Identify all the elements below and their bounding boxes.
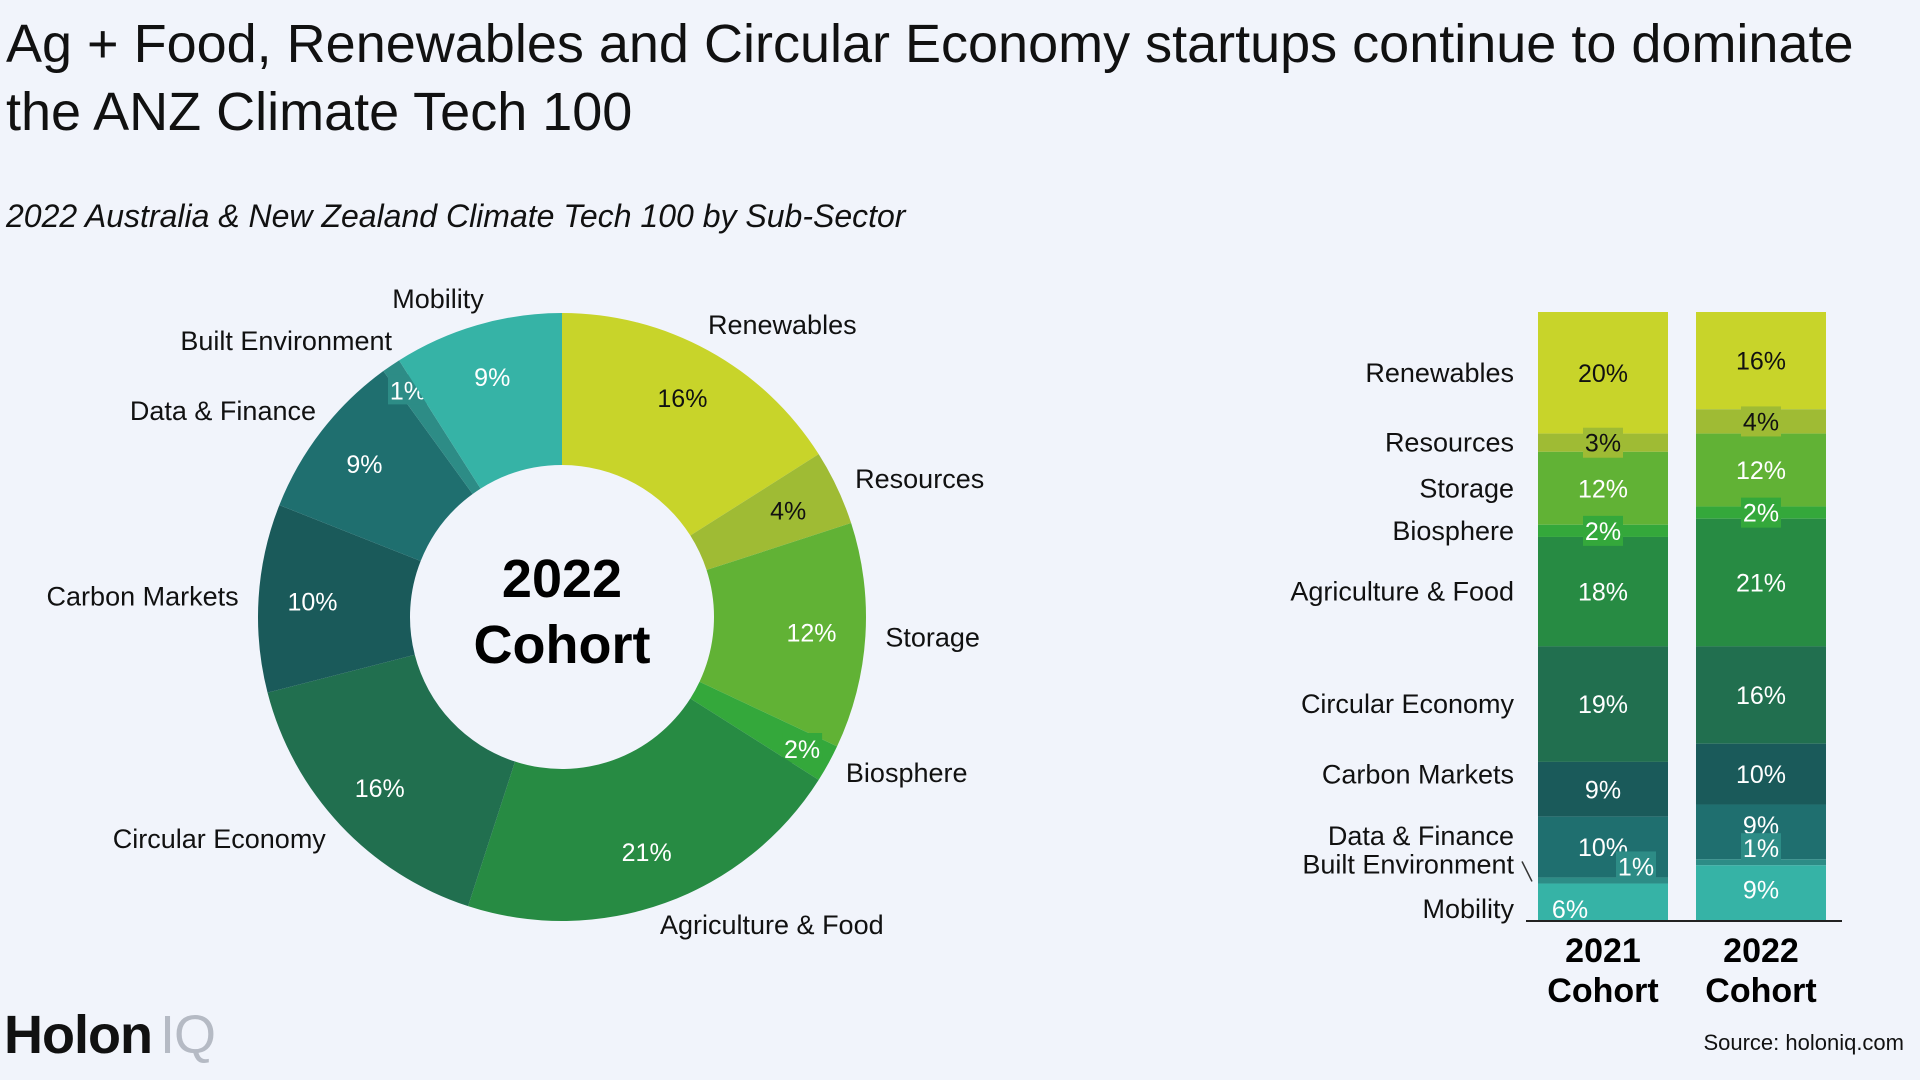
bar-legend-mobility: Mobility [1422, 894, 1514, 924]
bar-category-label-2022-2: Cohort [1705, 972, 1816, 1010]
donut-label-carbon-markets: Carbon Markets [47, 582, 239, 612]
bar-category-label-2022-1: 2022 [1723, 932, 1799, 970]
bar-legend-biosphere: Biosphere [1392, 516, 1514, 546]
donut-slice-storage [699, 523, 866, 747]
bar-legend-carbon-markets: Carbon Markets [1322, 759, 1514, 789]
donut-value-mobility: 9% [474, 364, 510, 392]
bar-value-mobility-2022: 9% [1743, 877, 1779, 905]
bar-legend-data-and-finance: Data & Finance [1328, 821, 1514, 851]
bar-value-storage-2022: 12% [1736, 457, 1786, 485]
bar-segment-circular-economy-2021 [1538, 646, 1668, 762]
bar-value-built-environment-2021: 1% [1618, 853, 1654, 881]
donut-label-renewables: Renewables [708, 310, 857, 340]
stacked-bar-chart: 20% 3% 12% 2% 18% 19% 9% 10% 1% 6% 16% 4% 12% 2% 21% 16… [1290, 312, 1842, 1010]
bar-value-circular-economy-2022: 16% [1736, 682, 1786, 710]
bar-legend-resources: Resources [1385, 428, 1514, 458]
bar-value-agriculture-and-food-2021: 18% [1578, 579, 1628, 607]
donut-value-circular-economy: 16% [355, 775, 405, 803]
bar-segment-renewables-2022 [1696, 312, 1826, 410]
bar-value-bg-built-environment-2022 [1741, 833, 1781, 864]
donut-label-biosphere: Biosphere [846, 758, 968, 788]
donut-value-agriculture-and-food: 21% [622, 839, 672, 867]
bar-value-bg-biosphere-2022 [1741, 497, 1781, 528]
bar-value-bg-biosphere-2021 [1583, 515, 1623, 546]
donut-label-data-and-finance: Data & Finance [130, 396, 316, 426]
bar-value-built-environment-2022: 1% [1743, 835, 1779, 863]
bar-value-renewables-2021: 20% [1578, 360, 1628, 388]
built-environment-leader-line [1521, 861, 1533, 882]
holoniq-logo: Holon IQ [4, 1004, 216, 1066]
donut-slice-agriculture-and-food [468, 698, 819, 921]
donut-value-resources: 4% [770, 498, 806, 526]
donut-chart: 16% Renewables 4% Resources 12% Storage 2% Bios… [47, 284, 985, 940]
donut-value-biosphere: 2% [784, 736, 820, 764]
donut-slice-renewables [562, 313, 819, 536]
donut-label-built-environment: Built Environment [180, 326, 392, 356]
bar-segment-circular-economy-2022 [1696, 646, 1826, 744]
donut-slice-resources [690, 454, 852, 571]
bar-value-circular-economy-2021: 19% [1578, 691, 1628, 719]
donut-center-label-2: Cohort [474, 615, 651, 675]
bar-legend-agriculture-and-food: Agriculture & Food [1290, 577, 1514, 607]
bar-segment-built-environment-2021 [1538, 877, 1668, 884]
logo-accent-text: IQ [159, 1005, 216, 1065]
bar-value-bg-built-environment-2021 [1616, 851, 1656, 882]
bar-legend-built-environment: Built Environment [1302, 849, 1514, 879]
bar-segment-storage-2021 [1538, 451, 1668, 525]
donut-slice-carbon-markets [258, 505, 421, 693]
donut-value-bg-biosphere [782, 733, 823, 764]
donut-center-label-1: 2022 [502, 549, 622, 609]
donut-slice-data-and-finance [279, 371, 473, 562]
bar-segment-storage-2022 [1696, 433, 1826, 507]
donut-label-storage: Storage [885, 622, 980, 652]
bar-segment-agriculture-and-food-2021 [1538, 536, 1668, 647]
bar-category-label-2021-1: 2021 [1565, 932, 1641, 970]
bar-legend-storage: Storage [1419, 473, 1514, 503]
donut-label-mobility: Mobility [392, 284, 484, 314]
donut-slice-mobility [399, 313, 562, 489]
source-note: Source: holoniq.com [1703, 1030, 1904, 1055]
bar-value-mobility-2021: 6% [1552, 896, 1588, 924]
bar-category-label-2021-2: Cohort [1547, 972, 1658, 1010]
donut-label-resources: Resources [855, 464, 984, 494]
bar-value-bg-resources-2022 [1741, 406, 1781, 437]
bar-value-carbon-markets-2022: 10% [1736, 761, 1786, 789]
bar-segment-agriculture-and-food-2022 [1696, 518, 1826, 647]
bar-legend-circular-economy: Circular Economy [1301, 689, 1515, 719]
donut-value-data-and-finance: 9% [346, 451, 382, 479]
bar-value-carbon-markets-2021: 9% [1585, 776, 1621, 804]
bar-value-resources-2022: 4% [1743, 408, 1779, 436]
chart-subtitle: 2022 Australia & New Zealand Climate Tec… [6, 198, 906, 234]
donut-value-storage: 12% [786, 620, 836, 648]
donut-label-circular-economy: Circular Economy [113, 824, 327, 854]
bar-segment-carbon-markets-2021 [1538, 761, 1668, 817]
logo-main-text: Holon [4, 1005, 153, 1065]
bar-value-biosphere-2022: 2% [1743, 500, 1779, 528]
bar-value-resources-2021: 3% [1585, 430, 1621, 458]
bar-value-biosphere-2021: 2% [1585, 518, 1621, 546]
bar-value-renewables-2022: 16% [1736, 348, 1786, 376]
bar-value-agriculture-and-food-2022: 21% [1736, 570, 1786, 598]
bar-segment-renewables-2021 [1538, 312, 1668, 434]
bar-segment-carbon-markets-2022 [1696, 743, 1826, 805]
donut-label-agriculture-and-food: Agriculture & Food [660, 910, 884, 940]
bar-segment-mobility-2022 [1696, 865, 1826, 920]
bar-segment-mobility-2021 [1538, 883, 1668, 920]
bar-value-storage-2021: 12% [1578, 475, 1628, 503]
donut-value-carbon-markets: 10% [287, 588, 337, 616]
page-title: Ag + Food, Renewables and Circular Econo… [6, 14, 1854, 142]
donut-value-renewables: 16% [657, 385, 707, 413]
donut-slice-circular-economy [267, 654, 516, 907]
bar-legend-renewables: Renewables [1365, 358, 1514, 388]
bar-value-bg-resources-2021 [1583, 427, 1623, 458]
